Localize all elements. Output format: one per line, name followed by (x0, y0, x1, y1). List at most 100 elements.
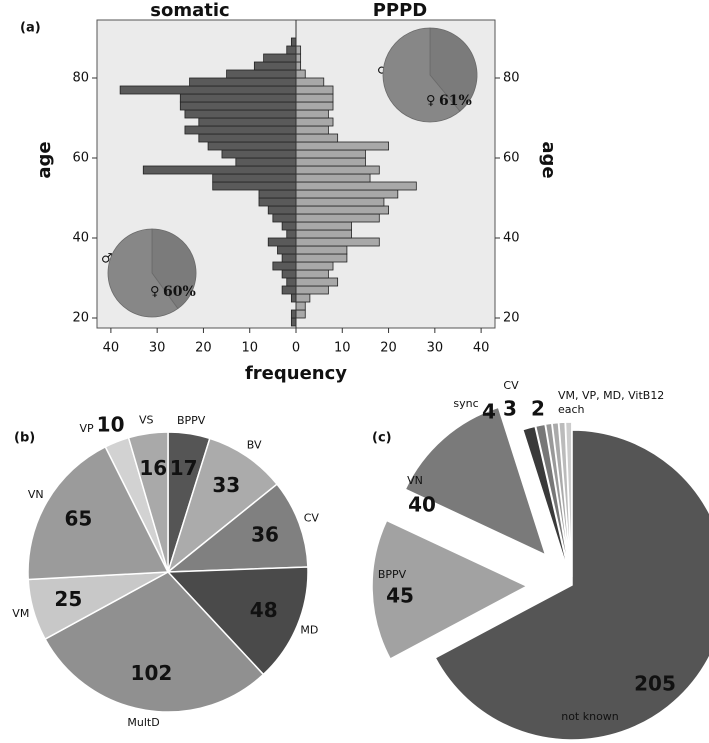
bar (295, 245, 348, 255)
category-label: BPPV (378, 568, 407, 581)
bar (295, 45, 302, 55)
y-tick-label: 60 (72, 151, 89, 166)
bar (142, 165, 297, 175)
pie-slice (429, 27, 478, 112)
bar (295, 253, 348, 263)
bar (295, 269, 329, 279)
category-label: BPPV (177, 414, 206, 427)
bar (226, 69, 297, 79)
category-label: VN (28, 488, 44, 501)
value-label: 2 (531, 397, 545, 421)
bar (281, 285, 297, 295)
value-label: 40 (408, 493, 436, 517)
y-tick-label: 40 (503, 231, 520, 246)
bar (189, 77, 297, 87)
x-tick-label: 40 (103, 341, 120, 356)
bar (179, 101, 297, 111)
x-axis-label: frequency (245, 363, 347, 384)
bar (221, 149, 297, 159)
bar (295, 229, 352, 239)
y-axis-label: age (538, 141, 559, 178)
bar (295, 133, 339, 143)
category-label: CV (503, 379, 519, 392)
value-label: 33 (212, 473, 240, 497)
category-label: not known (561, 710, 619, 723)
bar (281, 253, 297, 263)
annotation: each (558, 403, 585, 416)
pie-slice (27, 445, 170, 581)
bar (258, 189, 297, 199)
pie-slice (127, 431, 169, 573)
y-tick-label: 80 (503, 71, 520, 86)
bar (290, 293, 297, 303)
bar (295, 205, 389, 215)
x-tick-label: 20 (380, 341, 397, 356)
bar (295, 189, 399, 199)
category-label: ♂ (101, 252, 113, 267)
bar (295, 101, 334, 111)
bar (295, 309, 306, 319)
category-label: MultD (127, 716, 159, 729)
series-title: somatic (150, 0, 229, 21)
y-tick-label: 60 (503, 151, 520, 166)
category-label: ♀ (150, 285, 160, 300)
pie-slice (404, 406, 547, 557)
bar (184, 125, 297, 135)
bar (286, 45, 297, 55)
pie-slice (434, 429, 709, 741)
category-label: VN (407, 474, 423, 487)
pie-slice (564, 421, 573, 578)
bar (295, 301, 306, 311)
bar (295, 213, 380, 223)
bar (267, 205, 297, 215)
pie-slice (382, 27, 461, 123)
bar (207, 141, 297, 151)
bar (295, 109, 329, 119)
bar (263, 53, 297, 63)
bar (258, 197, 297, 207)
bar (267, 237, 297, 247)
value-label: 36 (251, 522, 279, 546)
pie-slice (44, 571, 265, 713)
x-tick-label: 10 (334, 341, 351, 356)
bar (295, 181, 417, 191)
y-tick-label: 20 (72, 311, 89, 326)
bar (212, 173, 297, 183)
bar (295, 141, 389, 151)
value-label: 17 (170, 456, 198, 480)
value-label: 61% (439, 93, 472, 109)
bar (295, 77, 325, 87)
bar (184, 109, 297, 119)
bar (295, 197, 385, 207)
bar (286, 229, 297, 239)
bar (198, 117, 297, 127)
y-tick-label: 40 (72, 231, 89, 246)
category-label: ♀ (426, 94, 436, 109)
x-tick-label: 40 (473, 341, 490, 356)
bar (212, 181, 297, 191)
pie-slice (151, 228, 197, 310)
bar (295, 69, 306, 79)
bar (295, 221, 352, 231)
bar (295, 285, 329, 295)
bar (290, 317, 297, 327)
bar (179, 93, 297, 103)
pie-slice (107, 228, 179, 318)
x-tick-label: 30 (149, 341, 166, 356)
series-title: PPPD (373, 0, 428, 21)
bar (281, 269, 297, 279)
category-label: ♂ (377, 63, 389, 78)
bar (295, 277, 339, 287)
value-label: 10 (97, 413, 125, 437)
bar (295, 61, 302, 71)
value-label: 25 (54, 587, 82, 611)
pie-slice (371, 519, 529, 661)
bar (290, 37, 297, 47)
category-label: BV (247, 439, 262, 452)
value-label: 205 (634, 672, 676, 696)
bar (119, 85, 297, 95)
bar (295, 53, 302, 63)
bar (277, 245, 297, 255)
bar (295, 125, 329, 135)
